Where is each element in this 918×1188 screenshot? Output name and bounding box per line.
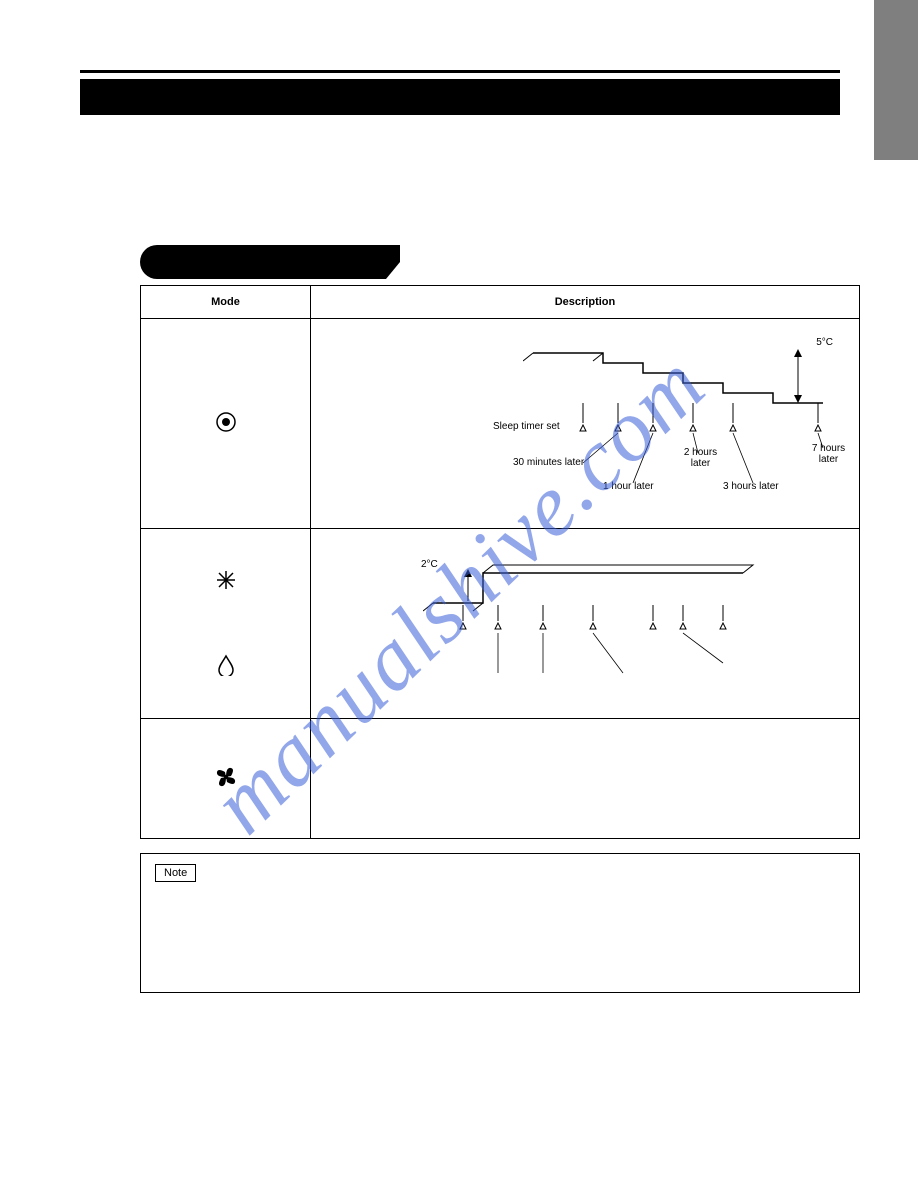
top-rule xyxy=(80,70,840,73)
table-header-row: Mode Description xyxy=(141,286,860,319)
droplet-icon xyxy=(216,654,236,679)
section-header xyxy=(140,245,400,279)
header-desc: Description xyxy=(311,286,860,319)
cooling-chart: 2°C xyxy=(423,543,773,693)
delta-label: 5°C xyxy=(816,337,833,348)
mode-table: Mode Description xyxy=(140,285,860,839)
snowflake-icon xyxy=(215,569,237,594)
t3h-label: 3 hours later xyxy=(723,481,779,492)
table-row xyxy=(141,719,860,839)
t2h-label: 2 hours later xyxy=(678,447,723,469)
table-row: 2°C xyxy=(141,529,860,719)
note-label: Note xyxy=(155,864,196,882)
t30-label: 30 minutes later xyxy=(513,457,584,468)
title-bar xyxy=(80,79,840,115)
side-tab xyxy=(874,0,918,160)
page-content: Mode Description xyxy=(80,70,840,993)
auto-icon xyxy=(215,411,237,436)
sleep-timer-label: Sleep timer set xyxy=(493,421,560,432)
delta2-label: 2°C xyxy=(421,559,438,570)
t7h-label: 7 hours later xyxy=(806,443,851,465)
header-mode: Mode xyxy=(141,286,311,319)
fan-icon xyxy=(213,764,239,793)
table-row: 5°C Sleep timer set 30 minutes later 1 h… xyxy=(141,319,860,529)
note-box: Note xyxy=(140,853,860,993)
t1h-label: 1 hour later xyxy=(603,481,654,492)
heating-chart: 5°C Sleep timer set 30 minutes later 1 h… xyxy=(523,333,843,503)
